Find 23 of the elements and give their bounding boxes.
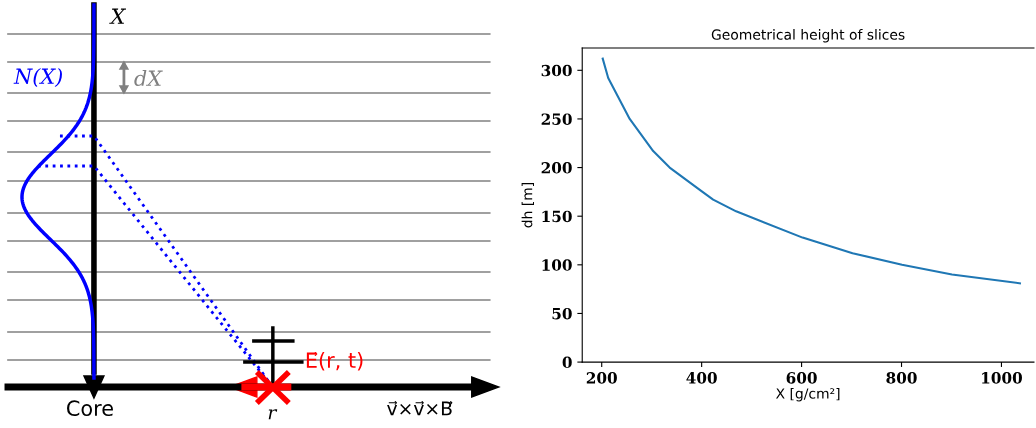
text: v⃗×v⃗×B⃗ (387, 400, 453, 416)
y-tick-label: 100 (542, 259, 572, 271)
x-tick-label: 800 (886, 372, 917, 384)
y-tick-label: 200 (541, 162, 572, 174)
y-tick-label: 300 (541, 64, 572, 77)
y-tick-label: 150 (542, 210, 572, 223)
text: E⃗(r, t) (306, 351, 363, 371)
line-series (601, 57, 1021, 285)
text: r (268, 409, 278, 420)
y-axis-title: dh [m] (521, 183, 535, 228)
x-tick-label: 200 (586, 372, 617, 384)
y-tick-label: 0 (562, 356, 572, 369)
text: N(X) (13, 67, 62, 87)
x-tick-label: 1000 (982, 372, 1022, 384)
text: Core (67, 400, 113, 417)
y-tick-label: 50 (552, 307, 572, 320)
x-tick-label: 400 (686, 372, 717, 384)
text: dX (134, 69, 163, 87)
x-axis-title: X [g/cm²] (776, 387, 840, 402)
y-tick-label: 250 (541, 113, 572, 125)
text: X (109, 8, 127, 24)
chart-title: Geometrical height of slices (711, 29, 905, 43)
x-tick-label: 600 (786, 372, 817, 384)
